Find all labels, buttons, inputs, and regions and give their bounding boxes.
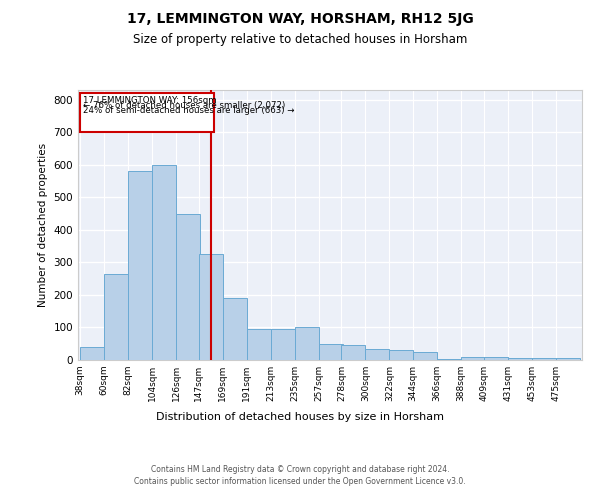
Text: ← 76% of detached houses are smaller (2,072): ← 76% of detached houses are smaller (2,… — [83, 100, 286, 110]
Bar — [413, 352, 437, 360]
Bar — [389, 350, 413, 360]
Bar — [532, 358, 556, 360]
Bar — [341, 346, 365, 360]
Bar — [247, 329, 271, 360]
Bar — [223, 298, 247, 360]
Text: 24% of semi-detached houses are larger (663) →: 24% of semi-detached houses are larger (… — [83, 106, 295, 114]
Bar — [365, 348, 389, 360]
Text: Contains HM Land Registry data © Crown copyright and database right 2024.: Contains HM Land Registry data © Crown c… — [151, 465, 449, 474]
Bar — [176, 214, 200, 360]
Text: Contains public sector information licensed under the Open Government Licence v3: Contains public sector information licen… — [134, 478, 466, 486]
Bar — [104, 274, 128, 360]
Bar — [152, 165, 176, 360]
Text: 17 LEMMINGTON WAY: 156sqm: 17 LEMMINGTON WAY: 156sqm — [83, 96, 217, 105]
Bar — [461, 356, 485, 360]
Bar — [508, 358, 532, 360]
Bar — [319, 344, 343, 360]
Bar — [484, 356, 508, 360]
Text: Distribution of detached houses by size in Horsham: Distribution of detached houses by size … — [156, 412, 444, 422]
Bar — [556, 358, 580, 360]
Bar — [80, 94, 214, 132]
Bar — [128, 172, 152, 360]
Text: Size of property relative to detached houses in Horsham: Size of property relative to detached ho… — [133, 32, 467, 46]
Bar — [295, 328, 319, 360]
Bar — [199, 254, 223, 360]
Text: 17, LEMMINGTON WAY, HORSHAM, RH12 5JG: 17, LEMMINGTON WAY, HORSHAM, RH12 5JG — [127, 12, 473, 26]
Bar — [80, 347, 104, 360]
Y-axis label: Number of detached properties: Number of detached properties — [38, 143, 48, 307]
Bar — [271, 329, 295, 360]
